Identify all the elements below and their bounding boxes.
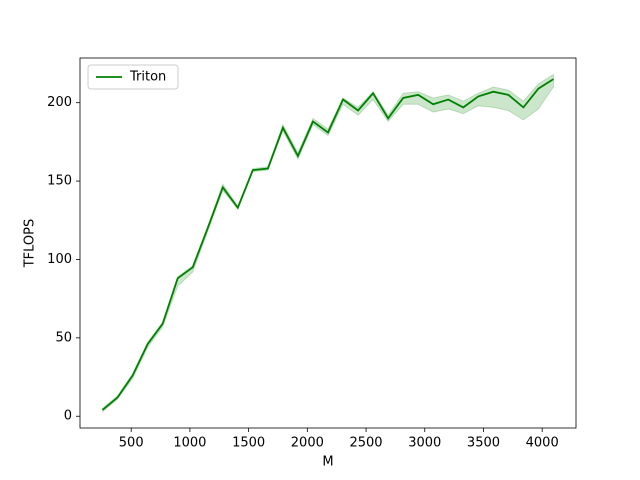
x-tick-label: 4000 (526, 436, 559, 451)
y-tick-label: 200 (47, 95, 72, 110)
y-tick-label: 0 (64, 409, 72, 424)
y-tick-label: 150 (47, 174, 72, 189)
legend-box (87, 64, 179, 90)
axes-frame (79, 57, 577, 429)
x-tick-label: 2500 (349, 436, 382, 451)
x-tick-label: 1500 (232, 436, 265, 451)
x-axis-label: M (322, 455, 333, 470)
line (101, 78, 554, 411)
y-axis-label: TFLOPS (23, 219, 38, 269)
x-tick-label: 1000 (173, 436, 206, 451)
x-tick-label: 500 (119, 436, 144, 451)
x-tick-label: 2000 (291, 436, 324, 451)
x-tick-label: 3000 (408, 436, 441, 451)
x-tick-label: 3500 (467, 436, 500, 451)
legend-label: Triton (129, 70, 166, 85)
y-tick-label: 50 (55, 330, 72, 345)
y-tick-label: 100 (47, 252, 72, 267)
